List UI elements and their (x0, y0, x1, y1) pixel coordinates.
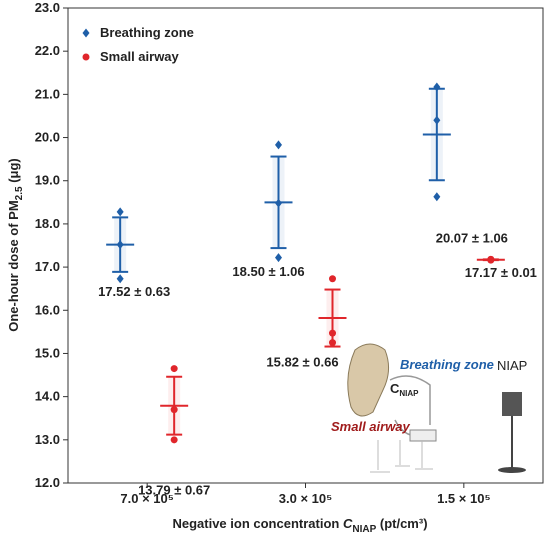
x-tick-label: 7.0 × 10⁵ (120, 491, 173, 506)
y-tick-label: 21.0 (35, 86, 60, 101)
niap-base (498, 467, 526, 473)
x-label-end: (pt/cm³) (376, 516, 427, 531)
y-label-end: (μg) (6, 158, 21, 186)
y-tick-label: 19.0 (35, 173, 60, 188)
y-tick-label: 13.0 (35, 432, 60, 447)
y-label-sub: 2.5 (14, 186, 25, 200)
y-tick-label: 14.0 (35, 389, 60, 404)
inset-conc-main: C (390, 381, 400, 396)
value-label: 17.17 ± 0.01 (465, 265, 537, 280)
point (329, 329, 336, 337)
y-tick-label: 17.0 (35, 259, 60, 274)
y-tick-label: 15.0 (35, 345, 60, 360)
y-tick-label: 16.0 (35, 302, 60, 317)
y-tick-label: 23.0 (35, 0, 60, 15)
point (170, 406, 178, 414)
point (116, 207, 124, 217)
point (170, 436, 178, 444)
point (170, 365, 178, 373)
point (433, 115, 441, 125)
point (116, 240, 124, 250)
point (275, 198, 282, 208)
x-axis-label: Negative ion concentration CNIAP (pt/cm³… (172, 516, 427, 535)
y-tick-label: 12.0 (35, 475, 60, 490)
x-label-main: Negative ion concentration (172, 516, 342, 531)
value-label: 20.07 ± 1.06 (436, 230, 508, 245)
y-axis-label: One-hour dose of PM2.5 (μg) (6, 158, 25, 332)
point (433, 82, 441, 92)
point (329, 339, 336, 347)
point (116, 274, 124, 284)
torso-shape (347, 343, 389, 417)
point (275, 140, 282, 150)
point (275, 253, 282, 263)
y-tick-label: 22.0 (35, 43, 60, 58)
inset-device: NIAP (497, 358, 527, 373)
pump (409, 429, 437, 442)
x-tick-label: 3.0 × 10⁵ (279, 491, 332, 506)
y-tick-label: 18.0 (35, 216, 60, 231)
value-label: 17.52 ± 0.63 (98, 284, 170, 299)
legend-marker (82, 28, 90, 38)
inset-breathing: Breathing zone (400, 357, 494, 372)
value-label: 18.50 ± 1.06 (232, 264, 304, 279)
stands (370, 440, 433, 473)
point (329, 275, 336, 283)
value-label: 13.79 ± 0.67 (138, 483, 210, 498)
y-label-main: One-hour dose of PM (6, 200, 21, 331)
x-tick-label: 1.5 × 10⁵ (437, 491, 490, 506)
y-tick-label: 20.0 (35, 130, 60, 145)
x-label-sub: NIAP (352, 524, 376, 535)
x-label-var: C (343, 516, 353, 531)
point (487, 256, 495, 264)
niap-body (502, 392, 522, 416)
inset: Breathing zone Small airway NIAP CNIAP (331, 343, 527, 473)
inset-airway: Small airway (331, 419, 411, 434)
legend-label: Small airway (100, 49, 180, 64)
legend-marker (82, 53, 90, 61)
inset-conc-sub: NIAP (399, 389, 419, 398)
point (433, 192, 441, 202)
inset-conc: CNIAP (390, 381, 419, 398)
plot-frame (67, 7, 544, 484)
legend-label: Breathing zone (100, 25, 194, 40)
value-label: 15.82 ± 0.66 (266, 355, 338, 370)
